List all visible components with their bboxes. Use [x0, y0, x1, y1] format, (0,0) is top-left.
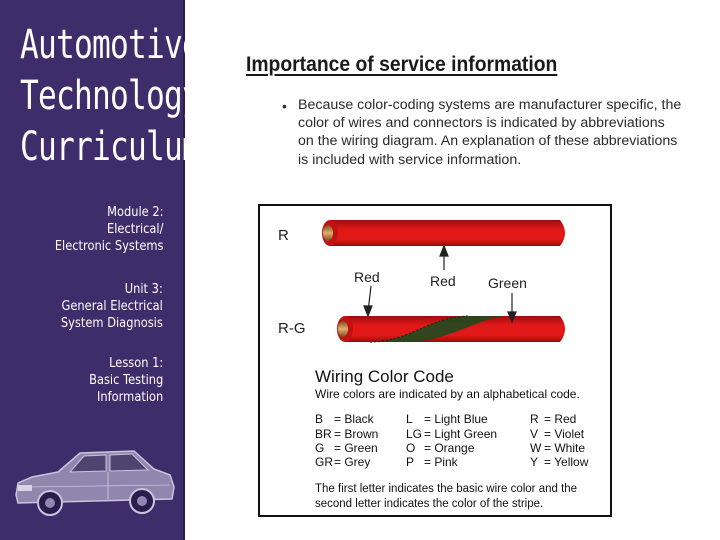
unit-name-1: General Electrical	[61, 299, 163, 314]
sedan-car-icon	[15, 450, 175, 516]
callout-green: Green	[488, 275, 527, 291]
lesson-name-1: Basic Testing	[88, 373, 163, 388]
sidebar-edge	[183, 0, 185, 540]
code-row-2-name-2: = Light Green	[424, 427, 497, 441]
unit-name-2: System Diagnosis	[61, 316, 163, 331]
code-table: B = Black L = Light Blue R = Red BR = Br…	[315, 412, 589, 469]
code-row-4-name-3: = Yellow	[544, 455, 589, 469]
code-row-2-abbr-2: LG	[406, 427, 422, 441]
unit-info: Unit 3: General Electrical System Diagno…	[61, 281, 163, 332]
bullet-marker: •	[282, 98, 287, 114]
code-row-1-abbr-1: B	[315, 412, 323, 426]
callout-red-2: Red	[430, 273, 456, 289]
lesson-number: Lesson 1:	[108, 356, 163, 371]
code-row-1-name-3: = Red	[544, 412, 576, 426]
red-wire	[322, 220, 565, 246]
code-row-1-name-1: = Black	[334, 412, 375, 426]
code-row-3-name-2: = Orange	[424, 441, 475, 455]
sidebar: Automotive Technology Curriculum Module …	[0, 0, 201, 540]
code-row-4-abbr-3: Y	[530, 455, 538, 469]
callout-arrows	[363, 244, 517, 324]
callout-red-1: Red	[354, 269, 380, 285]
code-row-2-abbr-3: V	[530, 427, 538, 441]
code-row-2-name-1: = Brown	[334, 427, 378, 441]
code-row-4-name-2: = Pink	[424, 455, 459, 469]
code-row-3-name-3: = White	[544, 441, 585, 455]
code-row-1-name-2: = Light Blue	[424, 412, 488, 426]
module-name-2: Electronic Systems	[54, 239, 163, 254]
code-title: Wiring Color Code	[315, 367, 454, 386]
code-subtitle: Wire colors are indicated by an alphabet…	[315, 387, 580, 401]
code-row-4-abbr-1: GR	[315, 455, 333, 469]
wiring-color-code-figure: R R-G Red Red Green Wiring Color Code Wi…	[258, 204, 612, 517]
code-row-3-abbr-2: O	[406, 441, 415, 455]
code-row-2-name-3: = Violet	[544, 427, 585, 441]
red-green-striped-wire	[337, 315, 565, 343]
code-row-3-name-1: = Green	[334, 441, 378, 455]
code-footnote-2: second letter indicates the color of the…	[315, 498, 543, 510]
lesson-name-2: Information	[96, 390, 163, 405]
code-footnote-1: The first letter indicates the basic wir…	[315, 483, 577, 495]
wire-label-r: R	[278, 227, 289, 244]
code-row-1-abbr-2: L	[406, 412, 413, 426]
code-row-3-abbr-1: G	[315, 441, 324, 455]
module-name-1: Electrical/	[106, 222, 163, 237]
code-row-4-abbr-2: P	[406, 455, 414, 469]
code-row-2-abbr-1: BR	[315, 427, 332, 441]
module-number: Module 2:	[106, 205, 163, 220]
lesson-info: Lesson 1: Basic Testing Information	[89, 355, 163, 406]
brand-line-2: Technology	[20, 73, 201, 119]
brand-line-1: Automotive	[20, 22, 201, 68]
module-info: Module 2: Electrical/ Electronic Systems	[54, 204, 163, 255]
bullet-text: Because color-coding systems are manufac…	[298, 97, 682, 168]
slide-title: Importance of service information	[246, 53, 558, 76]
code-row-3-abbr-3: W	[530, 441, 542, 455]
wire-label-rg: R-G	[278, 320, 306, 337]
code-row-4-name-1: = Grey	[334, 455, 370, 469]
code-row-1-abbr-3: R	[530, 412, 539, 426]
unit-number: Unit 3:	[124, 282, 163, 297]
brand-line-3: Curriculum	[20, 124, 201, 170]
